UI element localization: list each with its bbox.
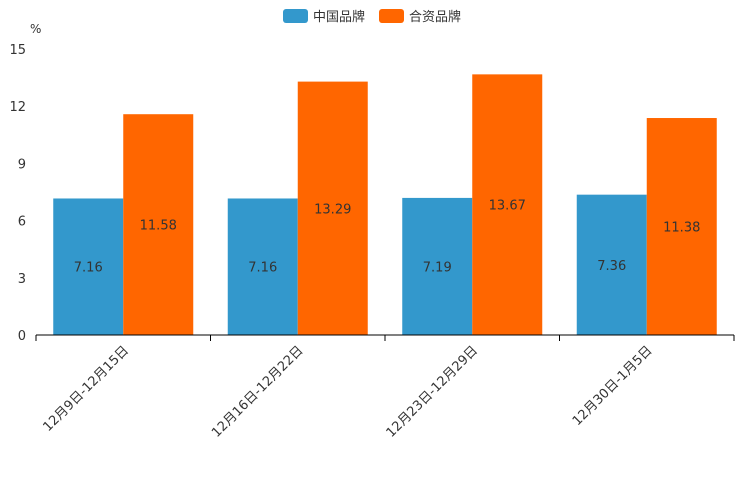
- y-tick-label: 6: [18, 215, 26, 230]
- x-category-label: 12月23日-12月29日: [384, 343, 481, 440]
- legend-label-jv-brand: 合资品牌: [409, 10, 462, 25]
- bar-china-brand[interactable]: [227, 198, 298, 335]
- y-axis-unit-label: %: [30, 22, 41, 36]
- y-axis: 0 3 6 9 12 15: [9, 43, 26, 344]
- bar-jv-brand[interactable]: [123, 114, 194, 335]
- legend-label-china-brand: 中国品牌: [312, 10, 365, 25]
- bar-value-label: 13.29: [314, 202, 351, 217]
- y-tick-label: 9: [18, 157, 26, 172]
- y-tick-label: 3: [18, 272, 26, 287]
- bar-value-label: 7.36: [597, 259, 626, 274]
- bar-china-brand[interactable]: [576, 194, 647, 335]
- x-axis: 12月9日-12月15日 12月16日-12月22日 12月23日-12月29日 12…: [35, 334, 735, 441]
- bars-group: 7.16 11.58 7.16 13.29 7.19 13.67 7.36 11.38: [53, 74, 717, 335]
- bar-value-label: 11.58: [140, 219, 177, 234]
- y-tick-label: 12: [9, 100, 26, 115]
- legend-item-china-brand[interactable]: 中国品牌: [282, 6, 365, 25]
- bar-china-brand[interactable]: [53, 198, 124, 335]
- bar-value-label: 7.19: [423, 260, 452, 275]
- bar-jv-brand[interactable]: [297, 81, 368, 335]
- y-tick-label: 0: [18, 329, 26, 344]
- legend-swatch-china-brand: [282, 8, 308, 23]
- legend-swatch-jv-brand: [379, 8, 404, 23]
- x-category-label: 12月30日-1月5日: [570, 343, 656, 429]
- x-category-label: 12月16日-12月22日: [209, 343, 306, 440]
- x-category-label: 12月9日-12月15日: [40, 343, 132, 435]
- legend-item-jv-brand[interactable]: 合资品牌: [379, 6, 461, 25]
- bar-value-label: 11.38: [663, 221, 700, 236]
- bar-value-label: 7.16: [248, 261, 277, 276]
- bar-jv-brand[interactable]: [646, 118, 717, 335]
- legend: 中国品牌 合资品牌: [0, 6, 744, 25]
- y-tick-label: 15: [9, 43, 26, 58]
- bar-china-brand[interactable]: [402, 197, 473, 335]
- bar-value-label: 13.67: [489, 199, 526, 214]
- bar-value-label: 7.16: [74, 261, 103, 276]
- bar-jv-brand[interactable]: [472, 74, 543, 335]
